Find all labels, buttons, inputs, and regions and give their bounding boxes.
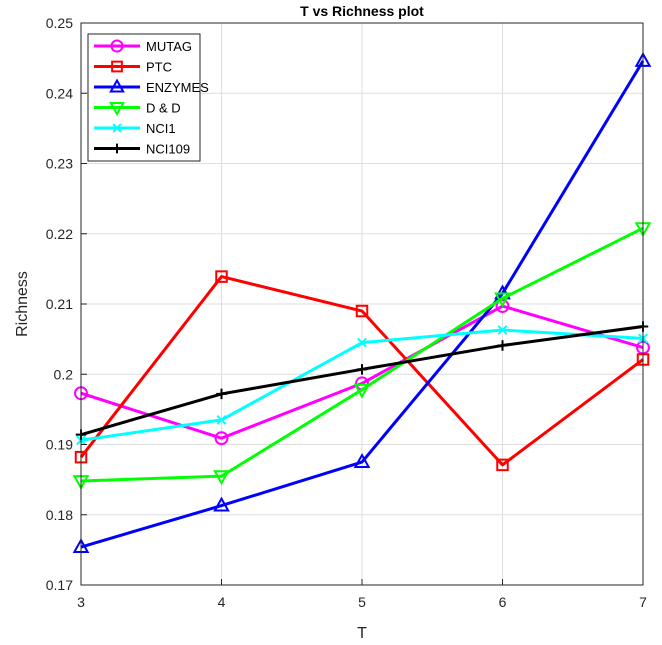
- data-point-circle: [214, 431, 229, 446]
- y-tick-label: 0.25: [46, 15, 73, 31]
- data-point-x: [112, 123, 122, 133]
- series-line: [80, 60, 645, 549]
- axis-ticks: 3 4 5 6 7 0.17 0.18 0.19 0.2 0.21 0.22 0.23 0.24 0.25: [46, 15, 647, 610]
- legend-label: NCI1: [146, 121, 176, 136]
- data-point-triangle-down: [494, 292, 511, 308]
- series-line: [79, 275, 644, 467]
- y-tick-label: 0.21: [46, 296, 73, 312]
- legend-label: PTC: [146, 60, 172, 75]
- data-point-x: [497, 325, 508, 335]
- data-point-triangle-up: [213, 496, 230, 512]
- legend-label: ENZYMES: [146, 80, 209, 95]
- x-tick-label: 6: [499, 594, 507, 610]
- legend: MUTAG PTC ENZYMES D & D NCI1 NCI109: [87, 33, 209, 162]
- data-point-plus: [497, 340, 508, 351]
- y-tick-label: 0.24: [46, 85, 73, 101]
- data-point-square: [355, 304, 369, 318]
- data-point-square: [496, 458, 509, 472]
- legend-label: D & D: [146, 101, 181, 116]
- data-point-x: [357, 337, 367, 348]
- data-point-plus: [216, 388, 227, 400]
- x-tick-label: 5: [358, 594, 366, 610]
- y-tick-label: 0.18: [46, 507, 73, 523]
- legend-item: NCI1: [94, 121, 176, 136]
- legend-label: MUTAG: [146, 39, 192, 54]
- data-point-plus: [112, 143, 122, 154]
- legend-label: NCI109: [146, 142, 190, 157]
- x-tick-label: 7: [639, 594, 647, 610]
- data-point-plus: [356, 364, 368, 375]
- series-layer: [72, 51, 652, 553]
- y-tick-label: 0.17: [46, 577, 73, 593]
- legend-box: [87, 33, 201, 162]
- y-tick-label: 0.2: [54, 366, 74, 382]
- y-tick-label: 0.22: [46, 226, 73, 242]
- legend-item: ENZYMES: [94, 78, 209, 95]
- data-point-triangle-down: [109, 101, 125, 117]
- series-d-d: [72, 222, 652, 491]
- data-point-square: [111, 60, 123, 73]
- x-tick-label: 3: [77, 594, 85, 610]
- data-point-triangle-up: [109, 78, 125, 93]
- chart-title: T vs Richness plot: [300, 3, 424, 19]
- data-point-square: [215, 270, 228, 283]
- data-point-triangle-up: [353, 453, 371, 468]
- data-point-triangle-down: [353, 383, 371, 399]
- data-point-x: [216, 415, 227, 425]
- x-tick-label: 4: [218, 594, 226, 610]
- data-point-circle: [110, 39, 124, 53]
- series-line: [80, 304, 644, 440]
- legend-item: MUTAG: [94, 39, 192, 54]
- legend-item: D & D: [94, 101, 181, 117]
- legend-item: NCI109: [94, 142, 190, 157]
- legend-item: PTC: [94, 60, 172, 75]
- y-tick-label: 0.23: [46, 156, 73, 172]
- series-line: [80, 226, 644, 483]
- x-axis-title: T: [357, 625, 367, 642]
- y-tick-label: 0.19: [46, 437, 73, 453]
- data-point-triangle-down: [213, 470, 230, 486]
- y-axis-title: Richness: [14, 271, 31, 337]
